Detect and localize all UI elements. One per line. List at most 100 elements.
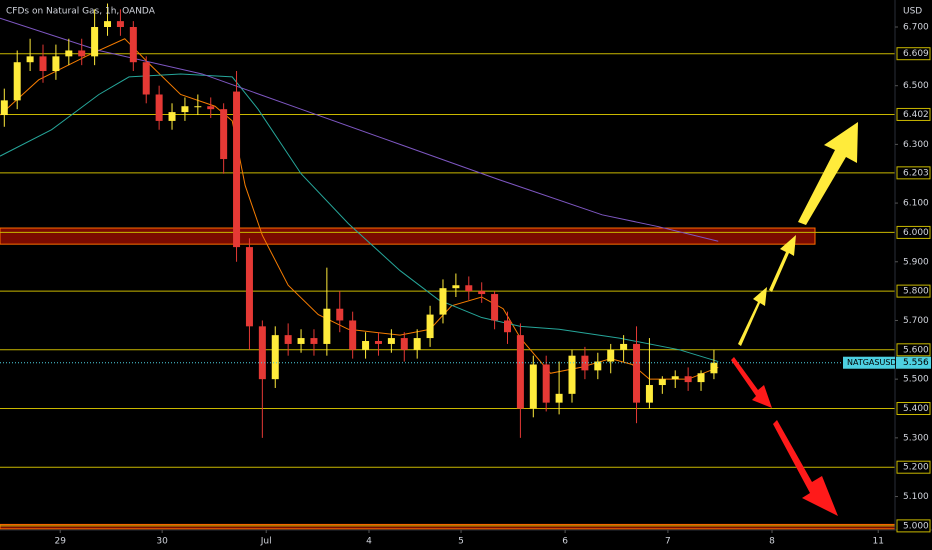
candle-body: [400, 338, 408, 350]
candle-body: [697, 373, 705, 383]
last-price-box: [896, 356, 931, 369]
candle-body: [323, 308, 331, 344]
candle-body: [220, 109, 228, 160]
arrow-up: [798, 122, 858, 225]
x-tick-label: Jul: [260, 537, 272, 547]
symbol-box: [843, 356, 895, 369]
candle-body: [362, 341, 370, 350]
candle-body: [194, 106, 202, 108]
candle-body: [684, 376, 692, 383]
candle-body: [555, 393, 563, 403]
level-label-box: [896, 460, 931, 474]
candle-body: [26, 56, 34, 63]
candle-body: [671, 376, 679, 380]
y-tick-label: 6.300: [903, 140, 929, 150]
x-tick-label: 7: [665, 537, 671, 547]
x-tick-label: 11: [873, 537, 884, 547]
arrow-down: [773, 420, 838, 516]
y-tick-label: 6.100: [903, 199, 929, 209]
level-label-box: [896, 284, 931, 298]
candle-body: [426, 314, 434, 339]
y-tick-label: 5.300: [903, 433, 929, 443]
moving-average: [0, 73, 719, 363]
candle-body: [65, 50, 73, 57]
candle-body: [13, 62, 21, 101]
level-label: 5.400: [903, 404, 929, 414]
zone: [0, 227, 816, 245]
level-label: 6.000: [903, 228, 929, 238]
candle-body: [52, 56, 60, 72]
y-tick-label: 5.100: [903, 492, 929, 502]
candle-body: [452, 285, 460, 289]
last-price-label: 5.556: [903, 358, 929, 368]
level-label: 5.800: [903, 287, 929, 297]
y-tick-label: 5.900: [903, 257, 929, 267]
x-tick-label: 6: [562, 537, 568, 547]
candle-body: [155, 94, 163, 121]
zone: [0, 523, 896, 530]
level-label: 6.402: [903, 110, 929, 120]
candle-body: [0, 100, 8, 116]
x-tick-label: 8: [769, 537, 775, 547]
x-tick-label: 29: [54, 537, 66, 547]
candle-body: [465, 285, 473, 292]
candle-body: [258, 326, 266, 380]
arrow-down: [731, 357, 772, 408]
level-label-box: [896, 519, 931, 533]
candle-body: [207, 106, 215, 110]
level-label: 5.000: [903, 521, 929, 531]
candle-body: [387, 338, 395, 344]
candle-body: [374, 341, 382, 344]
x-tick-label: 30: [156, 537, 168, 547]
candle-body: [568, 355, 576, 394]
candle-body: [439, 288, 447, 315]
arrow-up: [769, 235, 796, 292]
candle-body: [710, 362, 718, 374]
candle-body: [271, 335, 279, 380]
candle-body: [478, 291, 486, 295]
y-tick-label: 5.700: [903, 316, 929, 326]
axes: 6.609 6.402 6.203 6.000 5.800 5.600 5.400 5.200…: [54, 22, 931, 547]
candle-body: [594, 361, 602, 371]
candle-body: [542, 364, 550, 403]
candle-body: [142, 62, 150, 95]
level-label: 6.203: [903, 168, 929, 178]
candle-body: [245, 247, 253, 327]
candle-body: [413, 338, 421, 350]
candle-body: [581, 355, 589, 371]
candle-body: [129, 26, 137, 63]
level-label: 5.600: [903, 345, 929, 355]
level-label: 5.200: [903, 463, 929, 473]
candle-body: [607, 349, 615, 362]
candle-body: [78, 50, 86, 57]
level-label-box: [896, 166, 931, 180]
candle-body: [39, 56, 47, 72]
candle-body: [633, 343, 641, 403]
y-tick-label: 6.500: [903, 81, 929, 91]
x-tick-label: 4: [366, 537, 372, 547]
level-label-box: [896, 402, 931, 416]
chart-title: CFDs on Natural Gas, 1h, OANDA: [6, 7, 156, 17]
y-tick-label: 5.500: [903, 375, 929, 385]
candle-body: [91, 26, 99, 57]
candle-body: [658, 379, 666, 386]
arrow-up: [738, 287, 767, 346]
candle-body: [620, 343, 628, 350]
currency-label: USD: [903, 7, 922, 17]
candle-body: [336, 308, 344, 321]
level-label: 6.609: [903, 49, 929, 59]
candle-body: [181, 106, 189, 113]
candle-body: [310, 338, 318, 344]
candle-body: [233, 91, 241, 248]
candle-body: [503, 320, 511, 333]
candle-body: [116, 21, 124, 27]
moving-average: [0, 38, 719, 380]
level-label-box: [896, 225, 931, 239]
level-label-box: [896, 47, 931, 61]
level-label-box: [896, 107, 931, 121]
candle-body: [297, 338, 305, 344]
candle-body: [529, 364, 537, 409]
candle-body: [284, 335, 292, 344]
level-label-box: [896, 343, 931, 357]
candle-body: [349, 320, 357, 350]
